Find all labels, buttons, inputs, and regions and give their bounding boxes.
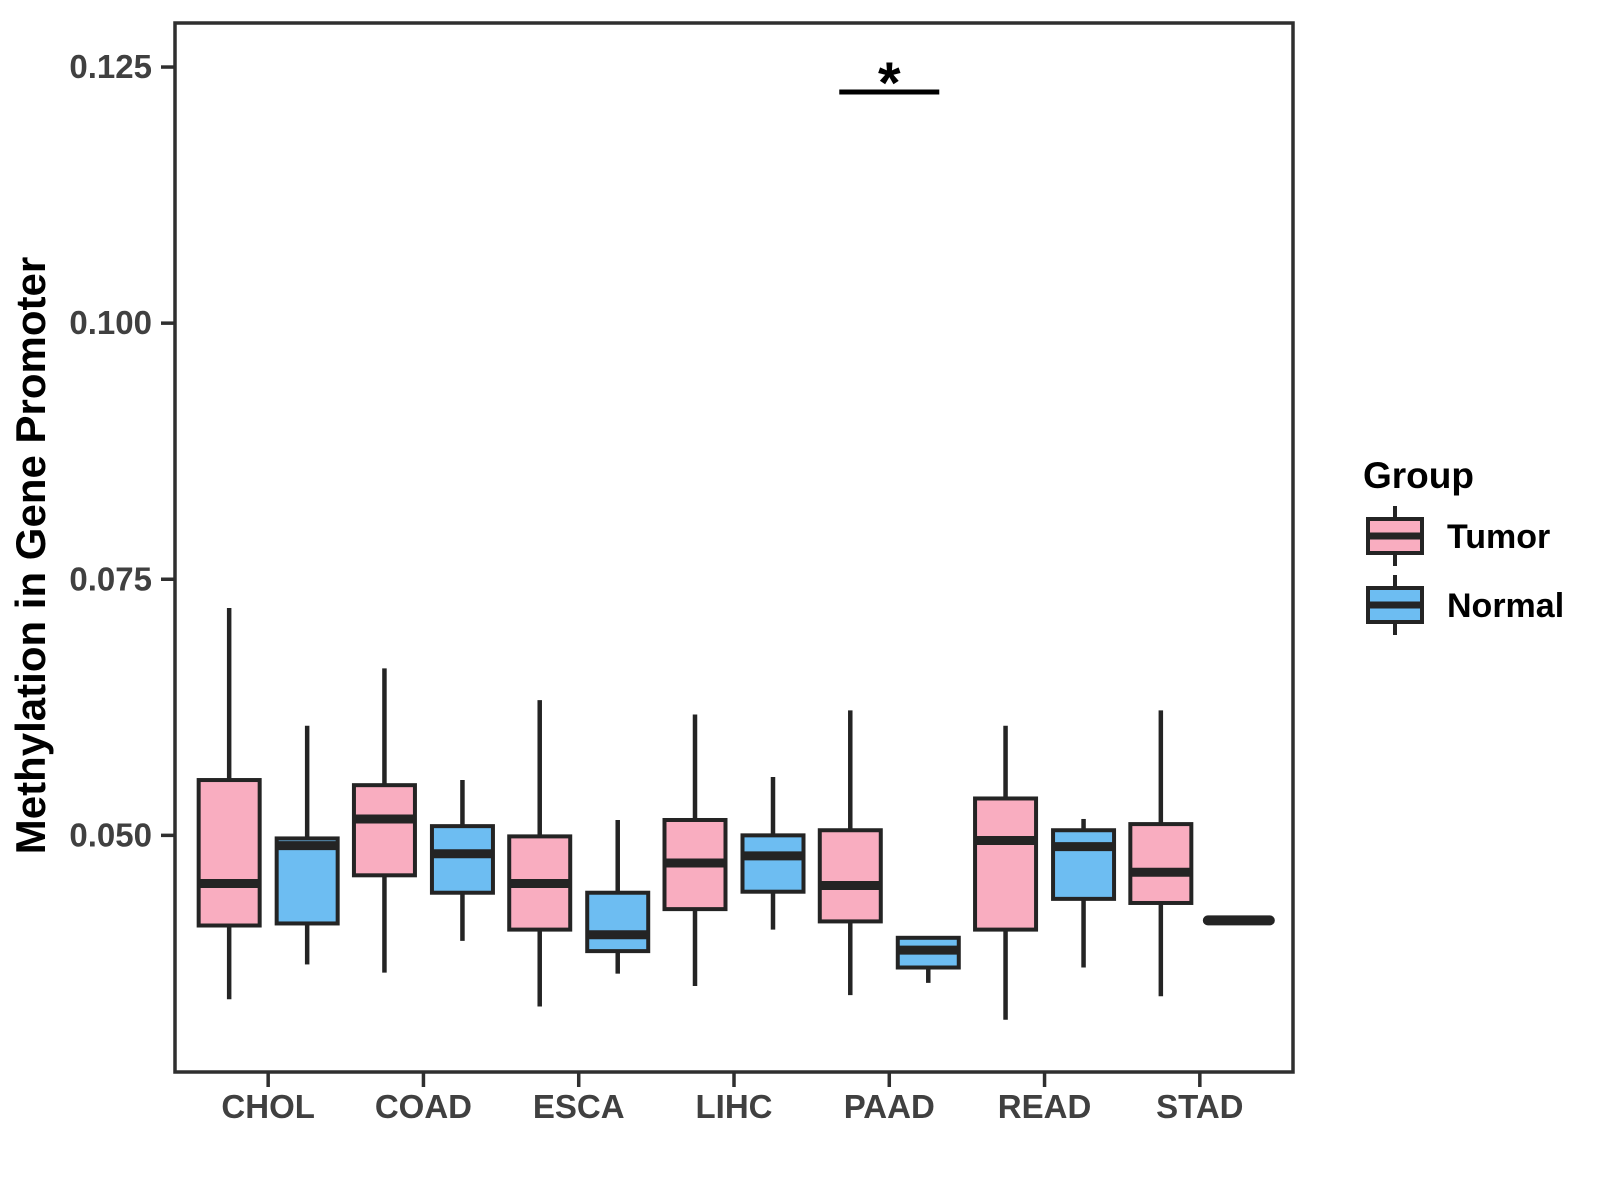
- box-STAD-Tumor: [1128, 822, 1194, 905]
- x-tick-label: STAD: [1156, 1088, 1243, 1125]
- box-CHOL-Tumor: [196, 778, 262, 928]
- box-READ-Tumor: [973, 796, 1039, 932]
- y-tick-label: 0.100: [69, 304, 152, 341]
- box-ESCA-Normal: [585, 890, 651, 954]
- box-PAAD-Tumor: [817, 828, 883, 924]
- panel-border: [173, 21, 1295, 1074]
- box-CHOL-Normal: [274, 836, 340, 926]
- x-tick-label: COAD: [375, 1088, 472, 1125]
- box-COAD-Normal: [429, 824, 495, 895]
- x-tick-label: READ: [998, 1088, 1092, 1125]
- box-COAD-Tumor: [351, 783, 417, 878]
- y-tick-label: 0.075: [69, 560, 152, 597]
- x-tick-label: LIHC: [696, 1088, 773, 1125]
- y-axis-title: Methylation in Gene Promoter: [7, 257, 54, 854]
- y-tick-label: 0.125: [69, 48, 152, 85]
- significance-asterisk: *: [878, 51, 901, 116]
- y-tick-label: 0.050: [69, 816, 152, 853]
- legend-label-Tumor: Tumor: [1447, 518, 1550, 556]
- box-LIHC-Normal: [740, 833, 806, 894]
- box-READ-Normal: [1051, 828, 1117, 901]
- legend-title: Group: [1363, 455, 1474, 496]
- x-tick-label: CHOL: [221, 1088, 315, 1125]
- legend-label-Normal: Normal: [1447, 587, 1564, 625]
- x-tick-label: ESCA: [533, 1088, 625, 1125]
- x-tick-label: PAAD: [844, 1088, 935, 1125]
